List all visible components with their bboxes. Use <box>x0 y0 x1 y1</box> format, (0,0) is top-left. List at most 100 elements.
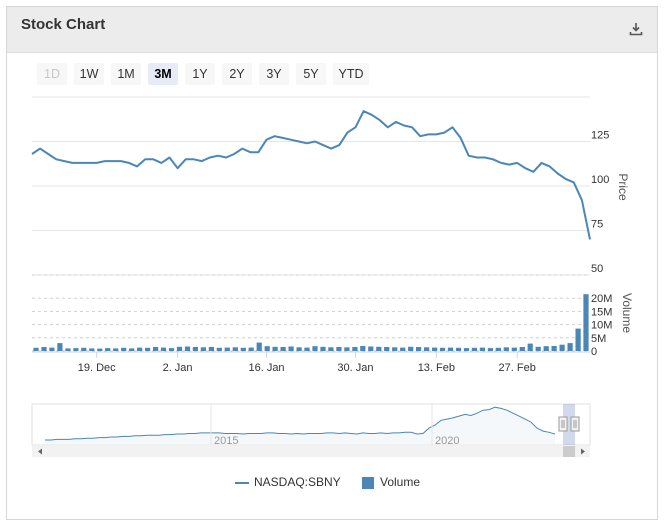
volume-bar[interactable] <box>129 348 135 351</box>
volume-bar[interactable] <box>535 346 541 351</box>
volume-bar[interactable] <box>551 346 557 351</box>
volume-bar[interactable] <box>519 347 525 351</box>
volume-bar[interactable] <box>511 347 517 351</box>
volume-bar[interactable] <box>527 343 533 351</box>
download-icon[interactable] <box>629 22 643 36</box>
volume-bar[interactable] <box>368 346 374 352</box>
scrollbar-thumb[interactable] <box>563 446 575 457</box>
volume-bar[interactable] <box>81 347 87 351</box>
navigator-handle[interactable] <box>570 416 580 432</box>
volume-bar[interactable] <box>208 347 214 351</box>
volume-bar[interactable] <box>73 348 79 351</box>
range-button-1m[interactable]: 1M <box>111 63 141 85</box>
volume-bar[interactable] <box>471 347 477 351</box>
volume-bar[interactable] <box>105 348 111 351</box>
volume-bar[interactable] <box>384 347 390 351</box>
navigator-line <box>45 406 556 441</box>
volume-bar[interactable] <box>216 347 222 351</box>
volume-bar[interactable] <box>153 347 159 351</box>
volume-bar[interactable] <box>137 347 143 351</box>
range-button-3y[interactable]: 3Y <box>259 63 289 85</box>
volume-bar[interactable] <box>97 348 103 351</box>
volume-bar[interactable] <box>352 347 358 351</box>
volume-bar[interactable] <box>432 347 438 351</box>
volume-bar[interactable] <box>176 346 183 351</box>
volume-bar[interactable] <box>559 344 565 351</box>
volume-bar[interactable] <box>49 347 55 351</box>
volume-bar[interactable] <box>296 347 302 351</box>
volume-bar[interactable] <box>256 342 262 351</box>
legend-line-icon <box>235 481 249 484</box>
volume-bar[interactable] <box>360 346 366 351</box>
volume-bar[interactable] <box>376 346 382 351</box>
volume-bar[interactable] <box>304 347 310 351</box>
navigator-handle[interactable] <box>558 416 568 432</box>
volume-tick-label: 0 <box>591 346 597 358</box>
range-button-ytd[interactable]: YTD <box>333 63 369 85</box>
volume-bar[interactable] <box>495 347 501 351</box>
volume-bar[interactable] <box>400 347 406 351</box>
volume-bar[interactable] <box>264 346 270 351</box>
legend-item-price[interactable]: NASDAQ:SBNY <box>235 474 341 490</box>
scrollbar-track[interactable] <box>32 446 590 457</box>
volume-bar[interactable] <box>57 343 63 351</box>
volume-bar[interactable] <box>408 346 414 351</box>
volume-bar[interactable] <box>439 347 446 351</box>
volume-bar[interactable] <box>479 347 485 351</box>
range-button-2y[interactable]: 2Y <box>222 63 252 85</box>
legend-label-volume: Volume <box>380 475 421 489</box>
volume-bar[interactable] <box>455 347 462 351</box>
volume-bar[interactable] <box>344 347 350 351</box>
volume-bar[interactable] <box>65 348 71 351</box>
volume-bar[interactable] <box>160 347 167 351</box>
volume-bar[interactable] <box>240 347 246 351</box>
x-tick-label: 13. Feb <box>418 362 455 374</box>
volume-bar[interactable] <box>41 347 47 351</box>
volume-bar[interactable] <box>89 348 95 351</box>
volume-bar[interactable] <box>145 347 151 351</box>
panel-title: Stock Chart <box>21 16 106 33</box>
range-button-3m[interactable]: 3M <box>148 63 178 85</box>
volume-bar[interactable] <box>121 347 127 351</box>
volume-bar[interactable] <box>280 347 286 351</box>
volume-bar[interactable] <box>543 346 549 351</box>
volume-bar[interactable] <box>392 347 398 351</box>
volume-bar[interactable] <box>224 347 230 351</box>
volume-bar[interactable] <box>463 348 470 351</box>
volume-bar[interactable] <box>232 347 238 351</box>
volume-bar[interactable] <box>312 346 318 351</box>
volume-bar[interactable] <box>184 346 191 352</box>
volume-bar[interactable] <box>33 347 39 351</box>
volume-bar[interactable] <box>320 346 326 351</box>
volume-bar[interactable] <box>487 348 493 351</box>
volume-axis-title: Volume <box>620 293 634 333</box>
volume-bar[interactable] <box>336 347 342 351</box>
legend-item-volume[interactable]: Volume <box>362 474 420 490</box>
volume-bar[interactable] <box>113 348 119 351</box>
volume-bar[interactable] <box>583 294 589 351</box>
volume-bar[interactable] <box>272 346 278 351</box>
price-series-line[interactable] <box>31 110 591 240</box>
volume-bar[interactable] <box>416 347 422 351</box>
volume-bar[interactable] <box>248 347 254 351</box>
volume-bar[interactable] <box>575 328 581 351</box>
volume-bar[interactable] <box>328 347 334 351</box>
volume-bar[interactable] <box>503 347 509 351</box>
volume-bar[interactable] <box>567 343 573 351</box>
range-button-1w[interactable]: 1W <box>74 63 104 85</box>
volume-bar[interactable] <box>192 347 198 351</box>
range-button-5y[interactable]: 5Y <box>296 63 326 85</box>
volume-bar[interactable] <box>200 347 206 351</box>
navigator-selection[interactable] <box>563 404 575 445</box>
range-button-1y[interactable]: 1Y <box>185 63 215 85</box>
x-tick-label: 30. Jan <box>337 362 373 374</box>
scroll-left-arrow[interactable] <box>38 448 42 455</box>
volume-bar[interactable] <box>424 347 430 351</box>
volume-bar[interactable] <box>447 347 454 351</box>
volume-bar[interactable] <box>288 346 294 352</box>
legend-label-price: NASDAQ:SBNY <box>254 475 341 489</box>
volume-bar[interactable] <box>168 348 175 351</box>
scroll-right-arrow[interactable] <box>581 448 585 455</box>
price-tick-label: 75 <box>591 219 603 231</box>
